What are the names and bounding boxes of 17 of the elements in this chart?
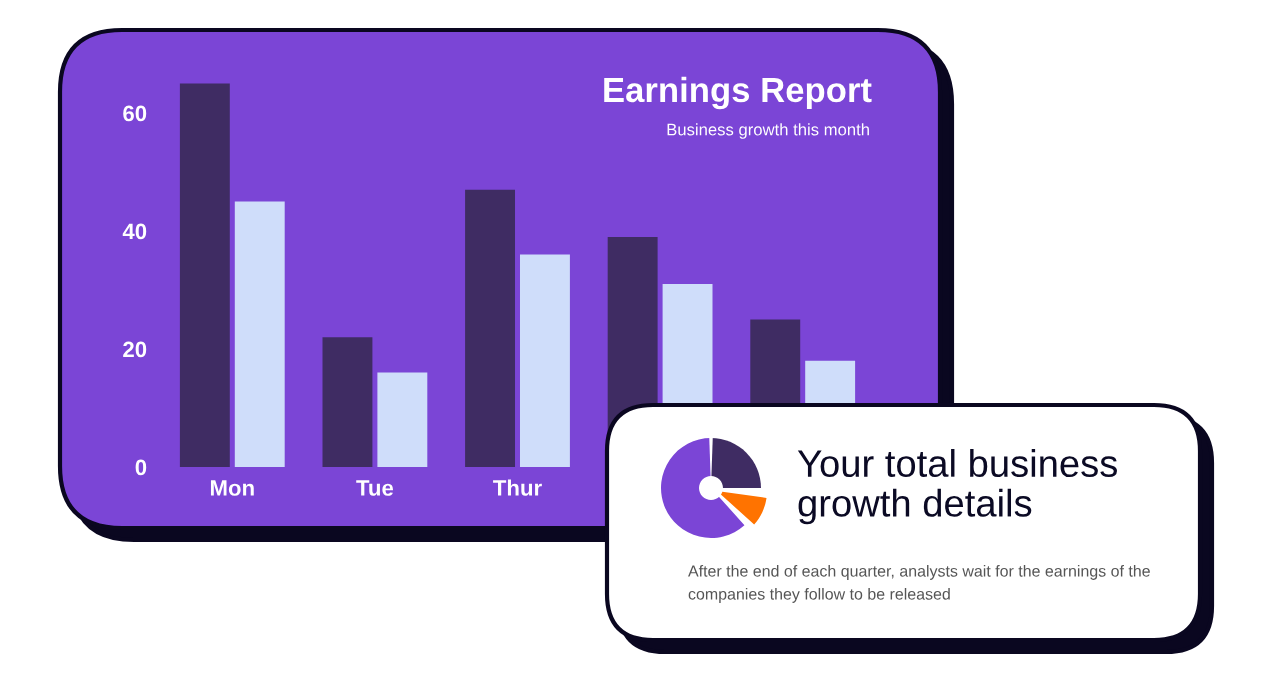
bar [520, 254, 570, 467]
bar [377, 372, 428, 467]
x-tick-label: Mon [210, 480, 254, 496]
y-tick-label: 0 [135, 459, 147, 476]
bar [322, 337, 373, 467]
chart-title: Earnings Report [604, 76, 872, 110]
text: Business growth this month [667, 123, 869, 139]
bar [179, 83, 230, 467]
bar [234, 201, 285, 467]
text: Your total business growth details [797, 449, 1117, 525]
bar [465, 189, 515, 467]
y-tick-label: 60 [123, 105, 147, 122]
y-tick-label: 40 [122, 223, 147, 240]
x-tick-label: Thur [493, 479, 542, 496]
text: After the end of each quarter, analysts wait for the earnings of the companies they follow to be released [688, 565, 1150, 603]
y-tick-label: 20 [123, 341, 147, 358]
x-tick-label: Tue [356, 480, 394, 496]
